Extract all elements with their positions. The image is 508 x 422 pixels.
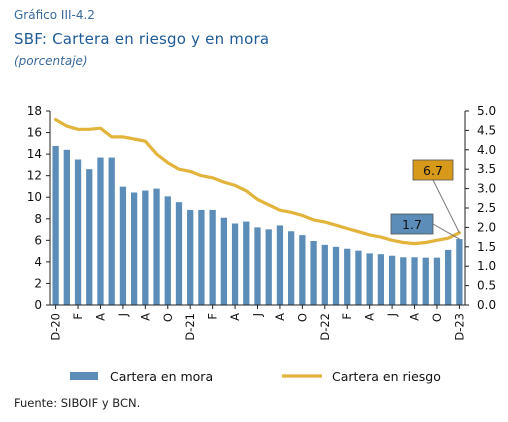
callout-mora-leader (432, 223, 460, 240)
bar-mora-28 (366, 253, 373, 305)
x-tick-label: A (138, 313, 152, 321)
bar-mora-13 (198, 209, 205, 305)
bar-mora-24 (321, 244, 328, 305)
figure-label: Gráfico III-4.2 (14, 8, 95, 22)
x-tick-label: O (430, 313, 444, 322)
callouts: 6.7 1.7 (390, 159, 460, 240)
x-tick-label: J (251, 313, 265, 317)
bar-mora-34 (433, 257, 441, 305)
bar-mora-30 (388, 255, 396, 305)
bar-series-mora (52, 145, 463, 305)
y-left-tick-label: 18 (27, 104, 42, 118)
bar-mora-15 (220, 217, 227, 305)
x-tick-label: D-20 (49, 313, 63, 341)
y-left-tick-label: 8 (34, 212, 42, 226)
y-left-tick-label: 6 (34, 233, 42, 247)
bar-mora-33 (422, 257, 429, 305)
y-left-tick-label: 10 (27, 190, 42, 204)
y-right-tick-label: 5.0 (477, 104, 496, 118)
chart-subtitle: (porcentaje) (14, 54, 88, 68)
legend-swatch-mora (70, 372, 98, 380)
line-series-riesgo (53, 117, 461, 246)
bar-mora-36 (456, 239, 463, 305)
bar-mora-6 (119, 186, 127, 305)
y-right-tick-label: 1.0 (477, 259, 496, 273)
bar-mora-17 (243, 221, 250, 305)
callout-mora-value: 1.7 (402, 217, 422, 232)
callout-riesgo-leader (432, 179, 460, 234)
bar-mora-31 (400, 257, 407, 305)
callout-riesgo-value: 6.7 (423, 163, 443, 178)
y-right-tick-label: 3.5 (477, 162, 496, 176)
bar-mora-29 (377, 254, 385, 305)
x-tick-label: F (340, 313, 354, 320)
bar-mora-9 (153, 188, 160, 305)
x-tick-label: A (273, 313, 287, 321)
bar-mora-23 (310, 240, 317, 305)
x-tick-label: A (408, 313, 422, 321)
y-right-tick-label: 1.5 (477, 240, 496, 254)
y-right-tick-label: 2.5 (477, 201, 496, 215)
callout-mora-box (390, 213, 434, 235)
y-left-tick-label: 16 (27, 126, 42, 140)
axes: 0 2 4 6 8 10 12 14 16 18 0.0 0.5 1.0 1.5 2.0 2.5 3.0 3.5 4… (27, 104, 496, 341)
y-right-tick-label: 0.5 (477, 279, 496, 293)
bar-mora-21 (288, 231, 295, 305)
bar-mora-16 (231, 223, 239, 305)
bar-mora-20 (276, 225, 284, 305)
x-tick-label: D-22 (318, 313, 332, 341)
legend: Cartera en mora Cartera en riesgo (70, 369, 441, 384)
x-tick-label: A (363, 313, 377, 321)
x-tick-label: F (206, 313, 220, 320)
bar-mora-1 (63, 149, 70, 305)
legend-label-mora: Cartera en mora (110, 369, 213, 384)
legend-label-riesgo: Cartera en riesgo (332, 369, 441, 384)
bar-mora-12 (187, 209, 194, 305)
x-tick-label: F (71, 313, 85, 320)
y-left-tick-label: 4 (34, 255, 42, 269)
bar-mora-11 (175, 202, 183, 305)
y-left-tick-label: 12 (27, 169, 42, 183)
y-left-tick-label: 0 (34, 298, 42, 312)
y-left-tick-label: 14 (27, 147, 42, 161)
x-tick-label: O (295, 313, 309, 322)
bar-mora-18 (254, 227, 261, 305)
bar-mora-19 (265, 229, 272, 305)
bar-mora-26 (344, 248, 351, 305)
y-right-tick-label: 4.5 (477, 123, 496, 137)
bar-mora-14 (209, 209, 216, 305)
bar-mora-5 (108, 157, 115, 305)
chart-title: SBF: Cartera en riesgo y en mora (14, 30, 270, 48)
y-right-tick-label: 2.0 (477, 220, 496, 234)
x-tick-label: A (93, 313, 107, 321)
line-riesgo (53, 117, 461, 246)
callout-riesgo-box (412, 159, 454, 181)
bar-mora-22 (299, 235, 306, 305)
bar-mora-0 (52, 145, 59, 305)
bar-mora-8 (142, 190, 149, 305)
x-tick-label: J (385, 313, 399, 317)
y-right-tick-label: 3.0 (477, 182, 496, 196)
bar-mora-32 (411, 257, 418, 305)
y-right-tick-label: 0.0 (477, 298, 496, 312)
bar-mora-10 (164, 196, 171, 305)
bar-mora-25 (332, 246, 340, 305)
bar-mora-3 (86, 169, 93, 305)
bar-mora-7 (130, 192, 138, 305)
x-tick-label: D-21 (183, 313, 197, 341)
y-left-tick-label: 2 (34, 276, 42, 290)
x-tick-label: D-23 (452, 313, 466, 341)
bar-mora-2 (74, 159, 82, 305)
bar-mora-4 (97, 157, 104, 305)
x-tick-label: J (116, 313, 130, 317)
bar-mora-35 (445, 249, 452, 305)
y-right-tick-label: 4.0 (477, 143, 496, 157)
source-note: Fuente: SIBOIF y BCN. (14, 396, 141, 410)
x-tick-label: A (228, 313, 242, 321)
bar-mora-27 (355, 250, 362, 305)
x-tick-label: O (161, 313, 175, 322)
